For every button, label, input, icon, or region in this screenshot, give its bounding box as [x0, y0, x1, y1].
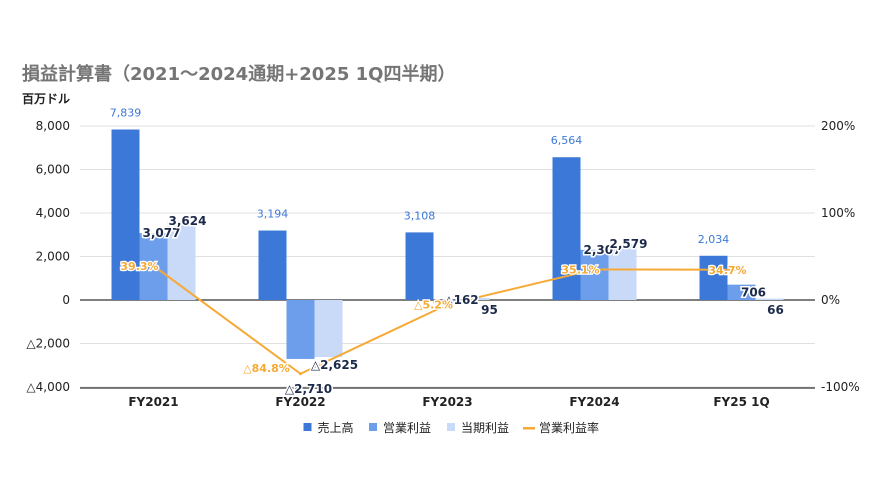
- bar-data-label: 3,624: [169, 214, 207, 228]
- bar-data-label: 3,077: [143, 226, 181, 240]
- bar-2-3: [608, 243, 637, 300]
- y-tick-label: 6,000: [36, 163, 70, 177]
- bar-0-4: [699, 255, 728, 300]
- bar-data-label: 3,108: [404, 209, 436, 222]
- line-data-label: △84.8%: [243, 362, 290, 375]
- bar-1-3: [580, 249, 609, 300]
- bar-data-label: 2,034: [698, 233, 730, 246]
- bar-data-label: 2,579: [610, 237, 648, 251]
- legend-label: 営業利益率: [539, 420, 599, 435]
- y-tick-label: 2,000: [36, 250, 70, 264]
- bar-data-label: 7,839: [110, 107, 142, 120]
- x-category-label: FY2024: [569, 395, 619, 409]
- chart-title: 損益計算書（2021〜2024通期+2025 1Q四半期）: [22, 64, 456, 85]
- bar-data-label: 66: [767, 303, 784, 317]
- y-tick-label: 0: [62, 293, 70, 307]
- legend-label: 営業利益: [383, 421, 431, 435]
- line-data-label: △5.2%: [414, 299, 453, 312]
- y2-tick-label: -100%: [821, 380, 860, 394]
- x-category-label: FY2021: [128, 395, 178, 409]
- bar-2-1: [314, 300, 343, 358]
- bar-2-2: [461, 297, 490, 300]
- y2-tick-label: 100%: [821, 206, 855, 220]
- y-tick-label: △2,000: [26, 337, 70, 351]
- legend-label: 当期利益: [461, 421, 509, 435]
- bar-data-label: 706: [741, 286, 766, 300]
- bar-0-2: [405, 232, 434, 300]
- operating-margin-line: [152, 265, 742, 375]
- bar-2-4: [755, 298, 784, 300]
- y-tick-label: 4,000: [36, 206, 70, 220]
- y2-tick-label: 200%: [821, 119, 855, 133]
- bar-data-label: △2,710: [285, 382, 332, 396]
- bar-data-label: 6,564: [551, 134, 583, 147]
- bar-1-4: [727, 284, 756, 300]
- line-data-label: 34.7%: [708, 264, 746, 277]
- legend-swatch: [303, 423, 312, 431]
- line-data-label: 35.1%: [561, 263, 599, 276]
- legend-label: 売上高: [318, 420, 354, 435]
- x-category-label: FY2022: [275, 395, 325, 409]
- legend-swatch: [369, 423, 377, 431]
- bar-data-label: △162: [444, 293, 478, 307]
- line-data-label: 39.3%: [120, 260, 158, 273]
- y-tick-label: 8,000: [36, 119, 70, 133]
- bar-1-1: [286, 300, 315, 359]
- y2-tick-label: 0%: [821, 293, 840, 307]
- x-category-label: FY2023: [422, 395, 472, 409]
- operating-margin-point: [299, 372, 302, 376]
- bar-data-label: 95: [481, 303, 498, 317]
- bar-data-label: 2,307: [584, 243, 622, 257]
- operating-margin-point: [740, 268, 743, 272]
- bar-1-2: [433, 300, 462, 304]
- y-axis-unit-label: 百万ドル: [22, 92, 71, 106]
- bar-data-label: △2,625: [311, 358, 358, 372]
- x-category-label: FY25 1Q: [713, 395, 769, 409]
- operating-margin-point: [446, 303, 449, 307]
- legend-swatch: [447, 423, 455, 431]
- legend-swatch: [523, 427, 535, 430]
- bar-0-0: [111, 129, 140, 300]
- operating-margin-point: [152, 264, 155, 268]
- bar-data-label: 3,194: [257, 208, 289, 221]
- bar-0-1: [258, 230, 287, 300]
- operating-margin-point: [593, 267, 596, 271]
- y-tick-label: △4,000: [26, 380, 70, 394]
